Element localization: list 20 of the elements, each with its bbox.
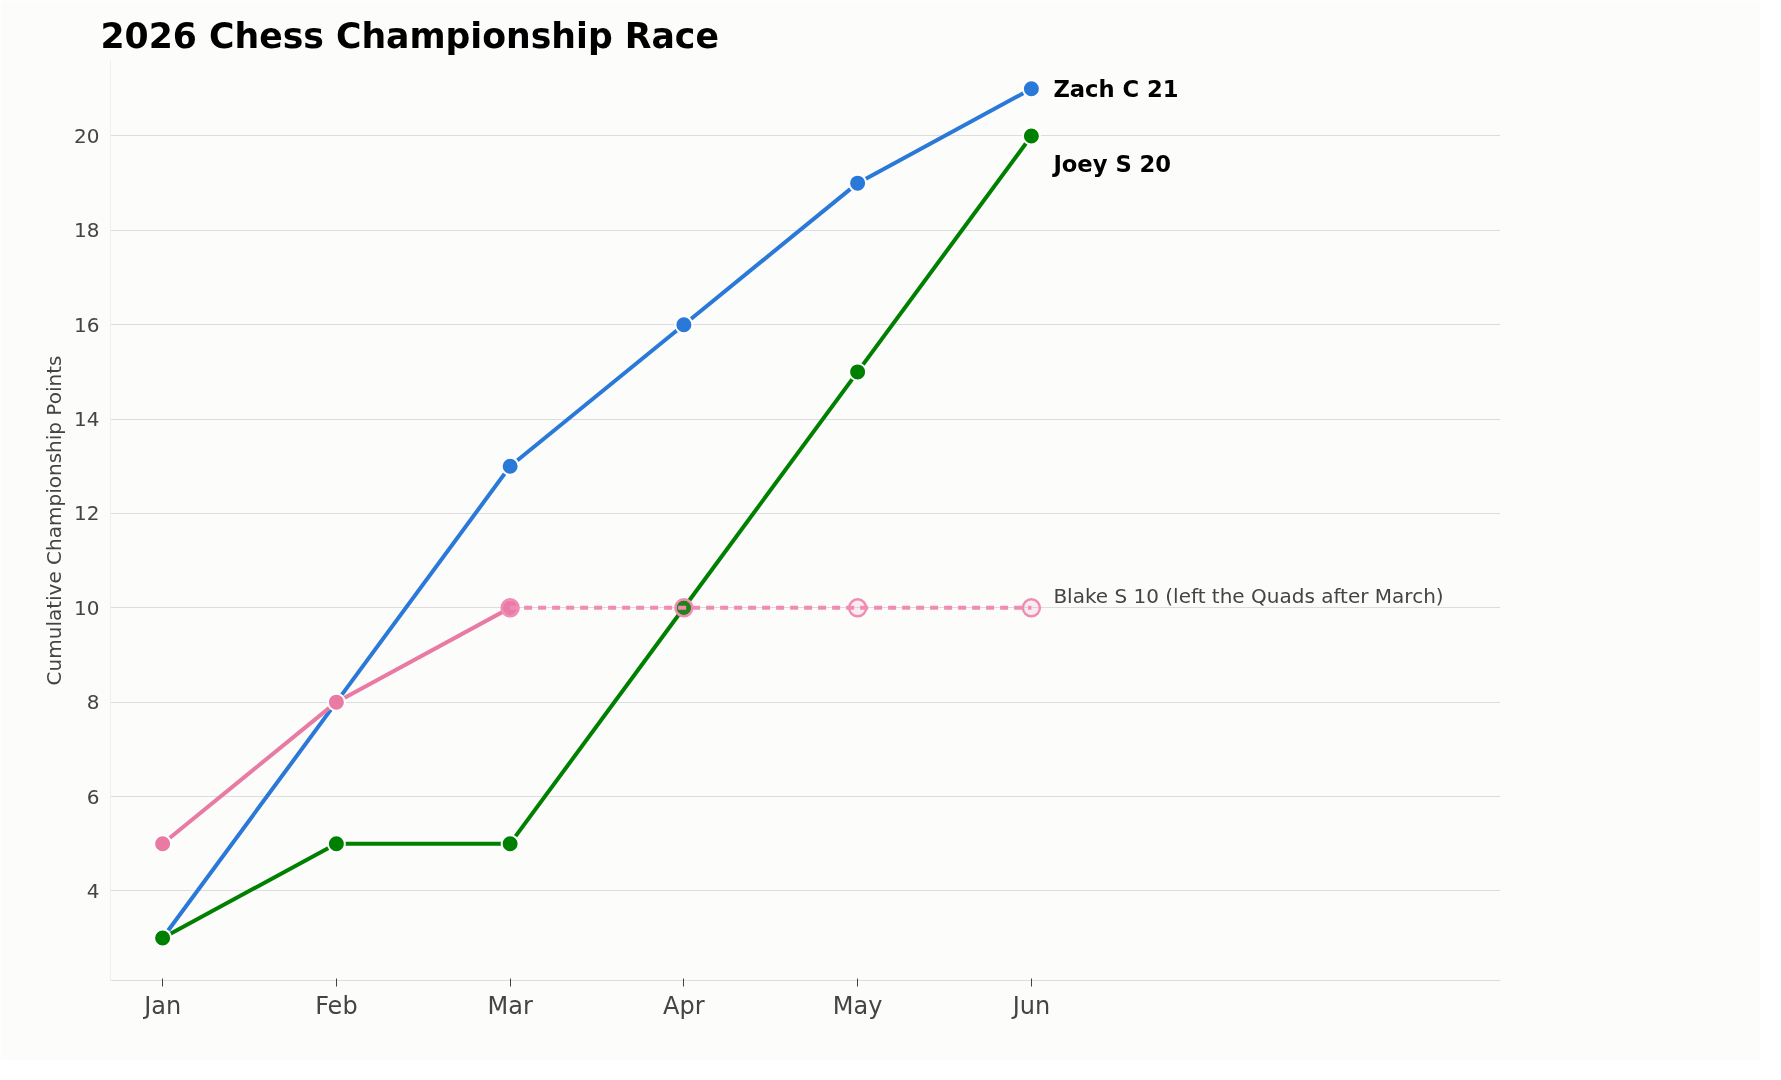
annotation: Joey S 20 (1051, 150, 1172, 177)
y-axis-title: Cumulative Championship Points (42, 355, 67, 686)
chart-title: 2026 Chess Championship Race (100, 15, 719, 56)
y-tick-label: 18 (74, 218, 100, 243)
annotation: Zach C 21 (1053, 75, 1179, 102)
x-tick-label: Mar (487, 991, 533, 1020)
annotation: Blake S 10 (left the Quads after March) (1053, 583, 1444, 608)
x-tick-label: Jun (1010, 991, 1051, 1020)
y-tick-label: 16 (74, 312, 100, 337)
y-tick-label: 4 (86, 878, 100, 903)
y-tick-label: 14 (74, 407, 100, 432)
x-tick-label: Feb (315, 991, 358, 1020)
x-tick-label: Apr (663, 991, 705, 1020)
x-tick-label: May (832, 991, 883, 1020)
x-tick-label: Jan (142, 991, 182, 1020)
y-tick-label: 20 (74, 123, 100, 148)
y-tick-label: 6 (86, 784, 100, 809)
y-tick-label: 10 (74, 595, 100, 620)
y-tick-label: 8 (86, 690, 100, 715)
y-tick-label: 12 (74, 501, 100, 526)
